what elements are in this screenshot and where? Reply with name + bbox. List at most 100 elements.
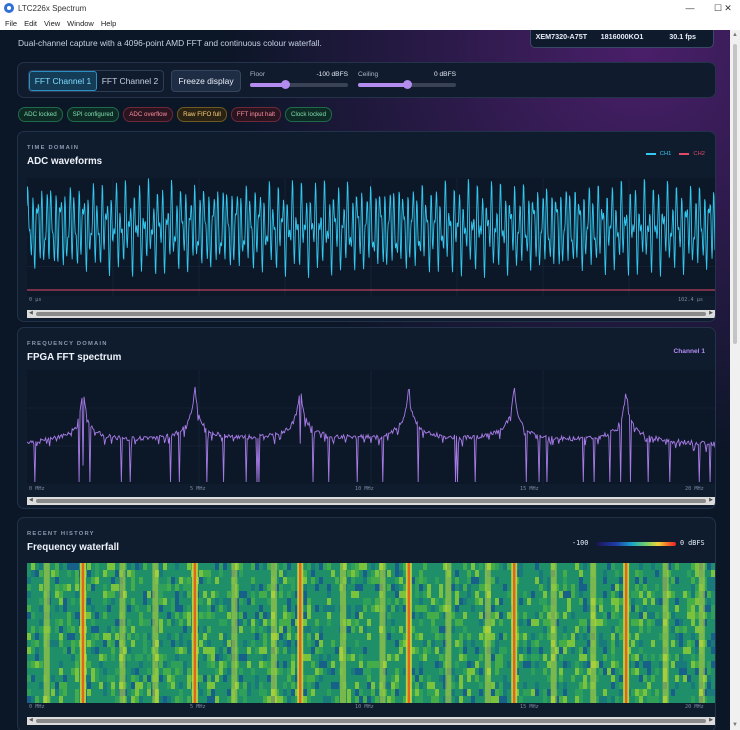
waterfall-cell (175, 647, 179, 654)
waterfall-cell (691, 696, 695, 703)
waterfall-cell (411, 626, 415, 633)
waterfall-cell (503, 675, 507, 682)
maximize-button[interactable]: ☐ (713, 2, 723, 13)
menu-edit[interactable]: Edit (24, 18, 38, 28)
waterfall-cell (371, 619, 375, 626)
scroll-up-icon[interactable]: ▲ (732, 32, 738, 38)
waterfall-cell (59, 605, 63, 612)
waterfall-cell (499, 682, 503, 689)
waterfall-cell (67, 633, 71, 640)
page-subtitle: Dual-channel capture with a 4096-point A… (18, 38, 322, 48)
waterfall-cell (643, 612, 647, 619)
scroll-thumb[interactable] (36, 719, 706, 723)
waterfall-cell (171, 696, 175, 703)
waterfall-cell (579, 570, 583, 577)
waterfall-cell (275, 584, 279, 591)
waterfall-cell (571, 689, 575, 696)
waterfall-cell (587, 668, 591, 675)
waterfall-cell (267, 584, 271, 591)
waterfall-cell (331, 661, 335, 668)
waterfall-cell (131, 626, 135, 633)
waterfall-cell (595, 605, 599, 612)
waterfall-cell (403, 696, 407, 703)
waterfall-cell (159, 654, 163, 661)
waterfall-cell (703, 661, 707, 668)
time-h-scrollbar[interactable]: ◀ ▶ (27, 310, 715, 318)
freeze-display-button[interactable]: Freeze display (171, 70, 241, 92)
waterfall-cell (139, 696, 143, 703)
waterfall-cell (599, 661, 603, 668)
waterfall-cell (287, 591, 291, 598)
waterfall-stripe (698, 563, 705, 703)
waterfall-cell (455, 591, 459, 598)
vertical-scrollbar[interactable]: ▲ ▼ (730, 30, 740, 730)
waterfall-cell (75, 591, 79, 598)
vertical-scroll-thumb[interactable] (733, 44, 737, 344)
scroll-down-icon[interactable]: ▼ (732, 722, 738, 728)
waterfall-cell (367, 668, 371, 675)
waterfall-cell (575, 633, 579, 640)
scroll-thumb[interactable] (36, 312, 706, 316)
scroll-right-icon[interactable]: ▶ (709, 717, 713, 723)
scroll-left-icon[interactable]: ◀ (29, 497, 33, 503)
menu-window[interactable]: Window (67, 18, 94, 28)
waterfall-cell (355, 591, 359, 598)
scroll-left-icon[interactable]: ◀ (29, 717, 33, 723)
waterfall-cell (519, 640, 523, 647)
tab-fft-channel-2[interactable]: FFT Channel 2 (101, 76, 159, 86)
menu-help[interactable]: Help (100, 18, 117, 28)
waterfall-cell (499, 661, 503, 668)
waterfall-cell (431, 605, 435, 612)
waterfall-cell (39, 661, 43, 668)
freq-h-scrollbar[interactable]: ◀ ▶ (27, 497, 715, 505)
waterfall-cell (547, 661, 551, 668)
waterfall-cell (451, 570, 455, 577)
waterfall-cell (439, 675, 443, 682)
waterfall-cell (539, 633, 543, 640)
waterfall-cell (163, 654, 167, 661)
waterfall-cell (523, 633, 527, 640)
waterfall-cell (683, 626, 687, 633)
waterfall-cell (27, 619, 31, 626)
waterfall-cell (179, 619, 183, 626)
ceiling-slider-handle[interactable] (403, 80, 412, 89)
waterfall-cell (187, 591, 191, 598)
close-button[interactable]: ✕ (724, 2, 732, 13)
menu-file[interactable]: File (5, 18, 18, 28)
waterfall-cell (239, 563, 243, 570)
floor-slider[interactable] (250, 80, 348, 89)
waterfall-cell (427, 612, 431, 619)
menu-view[interactable]: View (44, 18, 61, 28)
minimize-button[interactable]: — (685, 3, 695, 13)
waterfall-cell (471, 696, 475, 703)
scroll-right-icon[interactable]: ▶ (709, 497, 713, 503)
floor-slider-handle[interactable] (281, 80, 291, 89)
waterfall-cell (75, 570, 79, 577)
waterfall-cell (635, 577, 639, 584)
scroll-thumb[interactable] (36, 499, 706, 503)
waterfall-cell (347, 640, 351, 647)
waterfall-cell (507, 605, 511, 612)
waterfall-cell (615, 661, 619, 668)
waterfall-cell (587, 675, 591, 682)
waterfall-h-scrollbar[interactable]: ◀ ▶ (27, 717, 715, 725)
waterfall-cell (95, 605, 99, 612)
waterfall-cell (463, 689, 467, 696)
waterfall-cell (275, 640, 279, 647)
waterfall-cell (279, 570, 283, 577)
waterfall-peak (624, 563, 628, 703)
waterfall-cell (263, 661, 267, 668)
waterfall-cell (643, 689, 647, 696)
scroll-left-icon[interactable]: ◀ (29, 310, 33, 316)
tab-fft-channel-1[interactable]: FFT Channel 1 (29, 71, 97, 91)
waterfall-cell (275, 563, 279, 570)
waterfall-cell (319, 640, 323, 647)
waterfall-cell (315, 584, 319, 591)
waterfall-stripe (379, 563, 386, 703)
waterfall-cell (471, 640, 475, 647)
ceiling-slider[interactable] (358, 80, 456, 89)
waterfall-cell (423, 591, 427, 598)
waterfall-cell (367, 696, 371, 703)
waterfall-cell (639, 696, 643, 703)
scroll-right-icon[interactable]: ▶ (709, 310, 713, 316)
